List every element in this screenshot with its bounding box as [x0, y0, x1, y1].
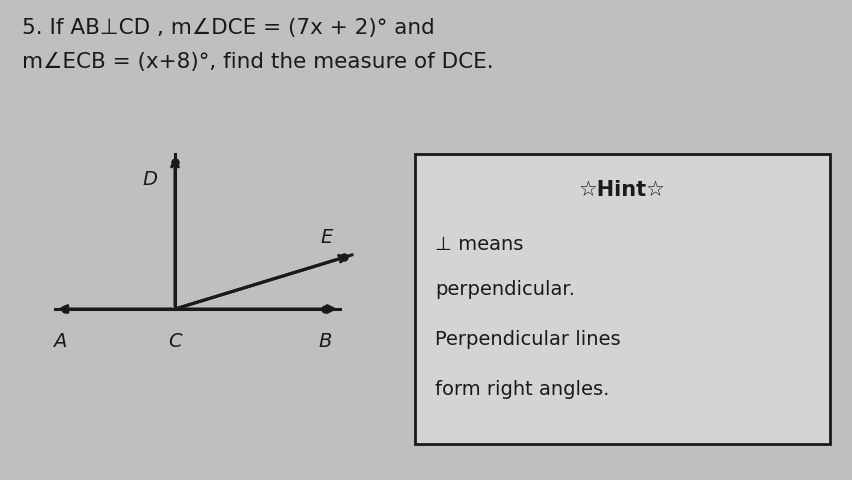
Text: ⊥ means: ⊥ means: [435, 235, 523, 254]
Text: B: B: [318, 331, 331, 350]
Text: 5. If AB⊥CD , m∠DCE = (7x + 2)° and: 5. If AB⊥CD , m∠DCE = (7x + 2)° and: [22, 18, 435, 38]
Text: C: C: [168, 331, 181, 350]
Text: ☆Hint☆: ☆Hint☆: [579, 180, 665, 200]
Text: m∠ECB = (x+8)°, find the measure of DCE.: m∠ECB = (x+8)°, find the measure of DCE.: [22, 52, 493, 72]
Text: Perpendicular lines: Perpendicular lines: [435, 330, 620, 349]
Text: A: A: [53, 331, 66, 350]
Text: D: D: [141, 170, 157, 189]
FancyBboxPatch shape: [415, 155, 829, 444]
Text: E: E: [320, 228, 333, 247]
Text: form right angles.: form right angles.: [435, 380, 608, 399]
Text: perpendicular.: perpendicular.: [435, 280, 574, 299]
